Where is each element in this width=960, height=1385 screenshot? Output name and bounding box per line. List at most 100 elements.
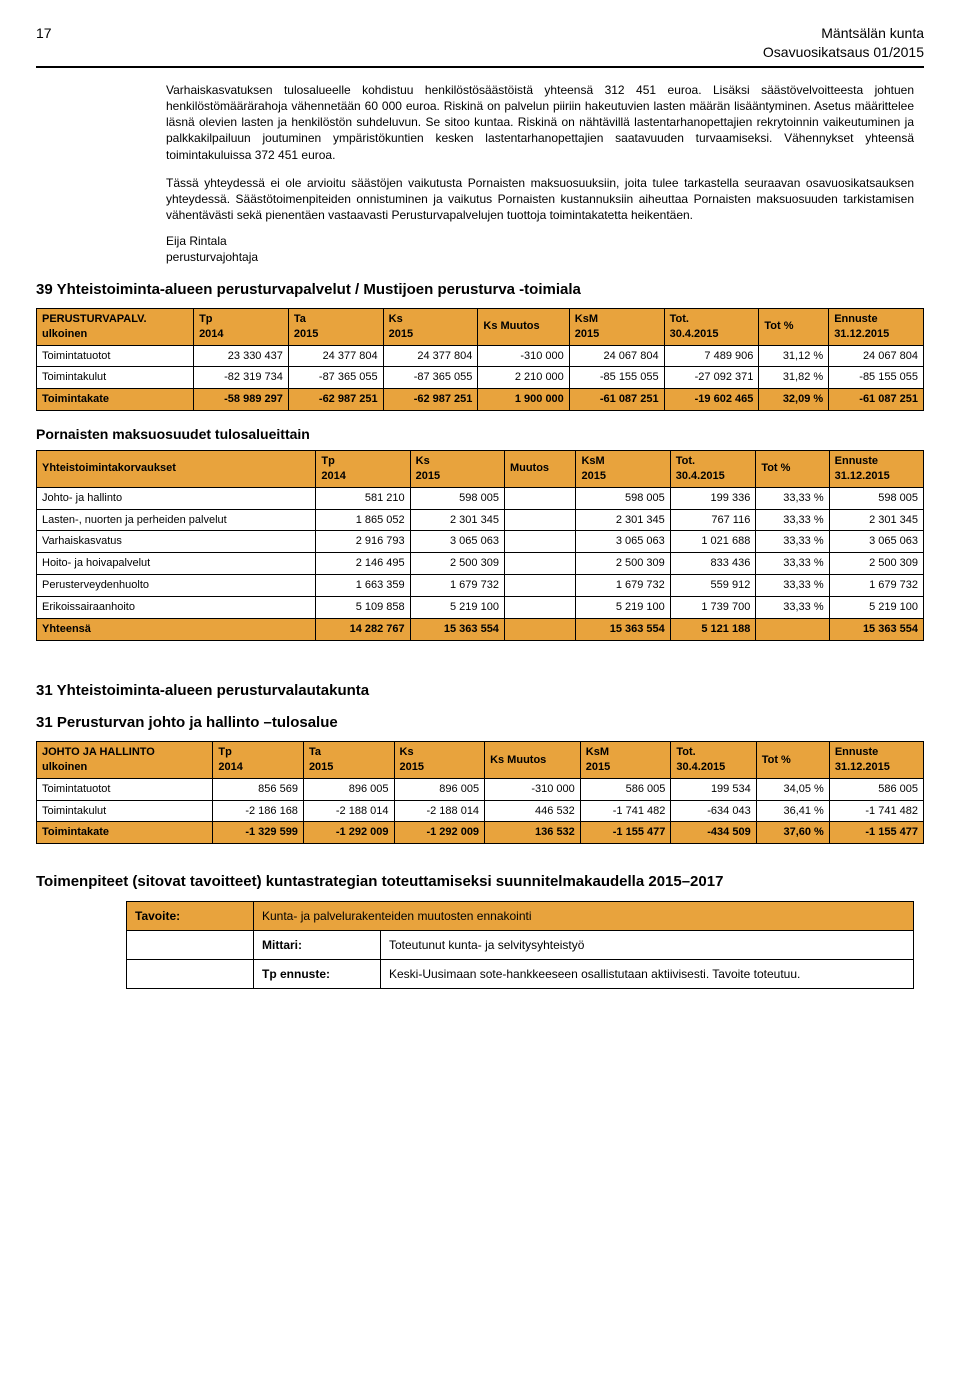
table-header-cell: Tp2014 <box>194 308 289 345</box>
body-text-block: Varhaiskasvatuksen tulosalueelle kohdist… <box>166 82 914 266</box>
table-row: Toimintakulut-2 186 168-2 188 014-2 188 … <box>37 800 924 822</box>
table-cell: -82 319 734 <box>194 367 289 389</box>
table-header-cell: Yhteistoimintakorvaukset <box>37 451 316 488</box>
table-header-cell: Tp2014 <box>316 451 410 488</box>
table-cell: 33,33 % <box>756 487 829 509</box>
table-header-cell: Ennuste31.12.2015 <box>829 308 924 345</box>
table-cell: 1 679 732 <box>576 575 670 597</box>
mittari-label: Mittari: <box>254 930 381 959</box>
page-header: 17 Mäntsälän kunta Osavuosikatsaus 01/20… <box>36 24 924 68</box>
table-cell: 36,41 % <box>756 800 829 822</box>
table-cell: -2 188 014 <box>394 800 485 822</box>
table-cell: -1 741 482 <box>580 800 671 822</box>
table-header-cell: Ta2015 <box>303 742 394 779</box>
table-cell: 581 210 <box>316 487 410 509</box>
table-cell: 31,82 % <box>759 367 829 389</box>
table-cell: -61 087 251 <box>569 389 664 411</box>
table-cell: 2 301 345 <box>410 509 504 531</box>
table-cell: -1 292 009 <box>303 822 394 844</box>
signature-name: Eija Rintala <box>166 233 914 249</box>
table-cell: 586 005 <box>580 778 671 800</box>
table-cell: 598 005 <box>410 487 504 509</box>
table-cell: 586 005 <box>829 778 923 800</box>
table-cell: 1 900 000 <box>478 389 569 411</box>
table-header-cell: Ks Muutos <box>485 742 581 779</box>
table-cell: 767 116 <box>670 509 756 531</box>
table-cell: 896 005 <box>303 778 394 800</box>
table-cell: Hoito- ja hoivapalvelut <box>37 553 316 575</box>
table-cell: 24 377 804 <box>383 345 478 367</box>
section-title-39: 39 Yhteistoiminta-alueen perusturvapalve… <box>36 280 924 300</box>
table-cell: 2 500 309 <box>410 553 504 575</box>
table-header-cell: PERUSTURVAPALV.ulkoinen <box>37 308 194 345</box>
table-header-cell: Ennuste31.12.2015 <box>829 451 923 488</box>
table-row: Varhaiskasvatus2 916 7933 065 0633 065 0… <box>37 531 924 553</box>
johto-table: JOHTO JA HALLINTOulkoinenTp2014Ta2015Ks2… <box>36 741 924 844</box>
table-cell: -58 989 297 <box>194 389 289 411</box>
table-cell: -61 087 251 <box>829 389 924 411</box>
table-cell: 446 532 <box>485 800 581 822</box>
paragraph-2: Tässä yhteydessä ei ole arvioitu säästöj… <box>166 175 914 224</box>
table-cell <box>504 618 576 640</box>
table-cell: 2 301 345 <box>576 509 670 531</box>
table-cell: 2 301 345 <box>829 509 923 531</box>
table-header-cell: Tot % <box>756 451 829 488</box>
table-total-row: Toimintakate-1 329 599-1 292 009-1 292 0… <box>37 822 924 844</box>
org-line2: Osavuosikatsaus 01/2015 <box>763 43 924 62</box>
tpennuste-label: Tp ennuste: <box>254 959 381 988</box>
table-cell: 598 005 <box>576 487 670 509</box>
table-cell: 2 500 309 <box>829 553 923 575</box>
table-cell: 1 021 688 <box>670 531 756 553</box>
table-cell: 5 219 100 <box>829 596 923 618</box>
table-header-cell: Tot.30.4.2015 <box>670 451 756 488</box>
section-title-toimenpiteet: Toimenpiteet (sitovat tavoitteet) kuntas… <box>36 872 924 892</box>
table-cell: Toimintakate <box>37 822 213 844</box>
table-cell: 24 067 804 <box>829 345 924 367</box>
table-cell: 5 219 100 <box>410 596 504 618</box>
section-title-pornainen: Pornaisten maksuosuudet tulosalueittain <box>36 425 924 444</box>
table-cell: -1 155 477 <box>580 822 671 844</box>
table-header-cell: JOHTO JA HALLINTOulkoinen <box>37 742 213 779</box>
tavoite-label: Tavoite: <box>127 901 254 930</box>
table-cell: 15 363 554 <box>410 618 504 640</box>
table-cell: 24 067 804 <box>569 345 664 367</box>
table-cell: 1 865 052 <box>316 509 410 531</box>
table-cell <box>504 575 576 597</box>
table-cell: -19 602 465 <box>664 389 759 411</box>
table-cell: 7 489 906 <box>664 345 759 367</box>
table-header-cell: Tot.30.4.2015 <box>664 308 759 345</box>
table-header-cell: Tot.30.4.2015 <box>671 742 756 779</box>
table-cell: Toimintatuotot <box>37 778 213 800</box>
org-title: Mäntsälän kunta Osavuosikatsaus 01/2015 <box>763 24 924 62</box>
table-header-cell: Ta2015 <box>288 308 383 345</box>
table-total-row: Toimintakate-58 989 297-62 987 251-62 98… <box>37 389 924 411</box>
table-cell: -2 188 014 <box>303 800 394 822</box>
table-cell <box>504 531 576 553</box>
table-cell: -1 155 477 <box>829 822 923 844</box>
table-cell: 23 330 437 <box>194 345 289 367</box>
table-cell: 199 336 <box>670 487 756 509</box>
table-header-cell: Ks Muutos <box>478 308 569 345</box>
table-header-cell: KsM2015 <box>569 308 664 345</box>
signature-title: perusturvajohtaja <box>166 249 914 265</box>
tavoite-text: Kunta- ja palvelurakenteiden muutosten e… <box>254 901 914 930</box>
table-cell: 31,12 % <box>759 345 829 367</box>
table-header-cell: Ks2015 <box>410 451 504 488</box>
perusturva-table: PERUSTURVAPALV.ulkoinenTp2014Ta2015Ks201… <box>36 308 924 411</box>
table-cell: -310 000 <box>478 345 569 367</box>
table-cell: 5 121 188 <box>670 618 756 640</box>
table-cell: Yhteensä <box>37 618 316 640</box>
table-cell: -85 155 055 <box>829 367 924 389</box>
table-cell: -1 292 009 <box>394 822 485 844</box>
table-cell <box>504 487 576 509</box>
table-cell: 34,05 % <box>756 778 829 800</box>
table-cell: -634 043 <box>671 800 756 822</box>
table-cell: -1 741 482 <box>829 800 923 822</box>
table-cell: -27 092 371 <box>664 367 759 389</box>
table-cell: 2 146 495 <box>316 553 410 575</box>
table-cell: Toimintakulut <box>37 800 213 822</box>
signature-block: Eija Rintala perusturvajohtaja <box>166 233 914 265</box>
section-title-31a: 31 Yhteistoiminta-alueen perusturvalauta… <box>36 681 924 701</box>
table-cell: Toimintakulut <box>37 367 194 389</box>
table-cell: 14 282 767 <box>316 618 410 640</box>
